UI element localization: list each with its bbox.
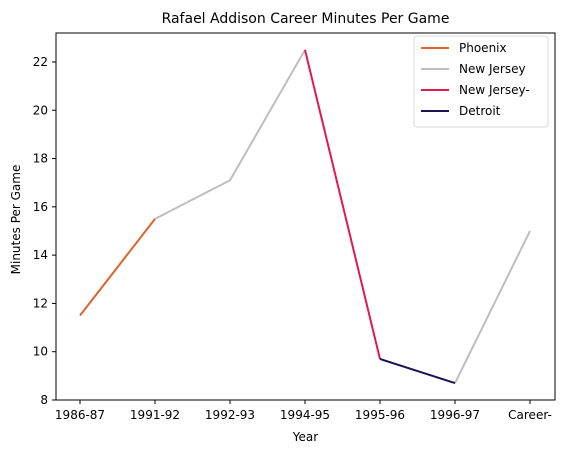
x-axis-label: Year (292, 430, 318, 444)
x-tick-label: 1986-87 (55, 408, 105, 422)
series-line-new-jersey-1 (154, 49, 306, 220)
series-line-phoenix-0 (79, 218, 156, 317)
legend-box (413, 35, 549, 128)
y-tick-label: 20 (33, 103, 48, 117)
y-tick-label: 14 (33, 248, 48, 262)
y-tick-label: 12 (33, 296, 48, 310)
x-tick-label: 1996-97 (430, 408, 480, 422)
axes-layer: 1986-87 1991-92 1992-93 1994-95 1995-96 1996-… (33, 32, 556, 422)
y-tick-label: 8 (40, 393, 48, 407)
legend-label: Phoenix (459, 41, 507, 55)
x-tick-label: 1991-92 (130, 408, 180, 422)
legend: Phoenix New Jersey New Jersey- Detroit (413, 35, 549, 128)
series-line-new-jersey-2 (454, 230, 531, 384)
x-tick-label: 1992-93 (205, 408, 255, 422)
x-tick-label: Career- (508, 408, 552, 422)
legend-label: Detroit (459, 104, 501, 118)
x-tick-label: 1995-96 (355, 408, 405, 422)
x-tick-label: 1994-95 (280, 408, 330, 422)
chart-title: Rafael Addison Career Minutes Per Game (162, 11, 450, 27)
series-line-detroit-4 (379, 358, 456, 385)
legend-label: New Jersey- (459, 83, 530, 97)
y-tick-label: 18 (33, 152, 48, 166)
y-tick-label: 22 (33, 55, 48, 69)
legend-label: New Jersey (459, 62, 526, 76)
y-axis-label: Minutes Per Game (9, 165, 23, 275)
series-layer (79, 49, 531, 385)
series-line-new-jersey-3 (304, 49, 381, 360)
y-tick-label: 16 (33, 200, 48, 214)
y-tick-label: 10 (33, 345, 48, 359)
